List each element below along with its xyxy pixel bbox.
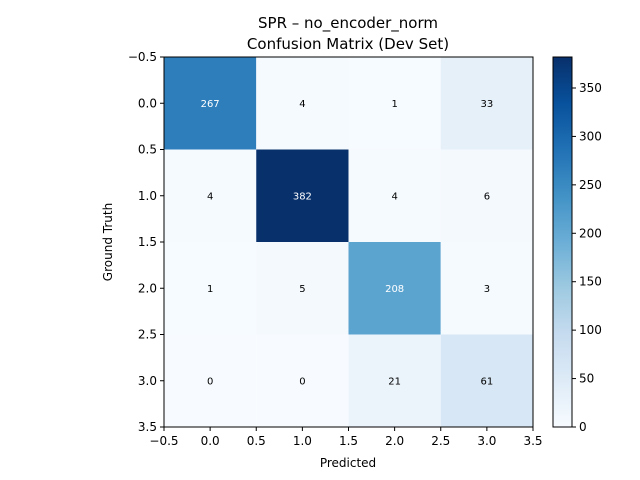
- x-tick-label: −0.5: [149, 434, 178, 448]
- colorbar-tick-label: 50: [579, 372, 594, 386]
- x-tick-label: 0.5: [247, 434, 266, 448]
- heatmap-cell: [256, 57, 349, 150]
- x-tick-label: 0.0: [201, 434, 220, 448]
- x-tick-label: 1.0: [293, 434, 312, 448]
- cell-value-label: 4: [391, 191, 397, 202]
- heatmap-cell: [164, 334, 257, 427]
- chart-title: SPR – no_encoder_norm: [258, 14, 438, 33]
- cell-value-label: 3: [484, 284, 490, 295]
- y-tick-label: 1.0: [138, 189, 157, 203]
- colorbar-tick-label: 100: [579, 323, 602, 337]
- heatmap-cell: [440, 334, 533, 427]
- colorbar-tick-label: 250: [579, 178, 602, 192]
- y-tick-label: 3.5: [138, 420, 157, 434]
- y-axis-ticks: −0.5 0.0 0.5 1.0 1.5 2.0 2.5 3.0 3.5: [128, 50, 164, 434]
- heatmap-cell: [256, 334, 349, 427]
- colorbar-ticks: 0 50 100 150 200 250 300 350: [572, 81, 602, 434]
- y-tick-label: −0.5: [128, 50, 157, 64]
- colorbar-tick-label: 300: [579, 129, 602, 143]
- cell-value-label: 0: [207, 376, 213, 387]
- heatmap-cell: [348, 149, 441, 242]
- x-axis-label: Predicted: [320, 456, 376, 470]
- heatmap-cell: [164, 149, 257, 242]
- heatmap-cell: [164, 242, 257, 335]
- heatmap-cell: [256, 149, 349, 242]
- chart-subtitle: Confusion Matrix (Dev Set): [247, 35, 449, 53]
- colorbar-tick-label: 0: [579, 420, 587, 434]
- x-tick-label: 1.5: [339, 434, 358, 448]
- x-tick-label: 2.5: [431, 434, 450, 448]
- cell-value-label: 61: [481, 376, 494, 387]
- colorbar-tick-label: 200: [579, 226, 602, 240]
- heatmap-cell: [256, 242, 349, 335]
- colorbar-tick-label: 350: [579, 81, 602, 95]
- heatmap-cell: [348, 334, 441, 427]
- cell-value-label: 0: [299, 376, 305, 387]
- x-tick-label: 2.0: [385, 434, 404, 448]
- cell-value-label: 5: [299, 284, 305, 295]
- cell-value-label: 6: [484, 191, 490, 202]
- y-tick-label: 1.5: [138, 235, 157, 249]
- y-tick-label: 3.0: [138, 374, 157, 388]
- cell-value-label: 1: [391, 99, 397, 110]
- colorbar: [552, 56, 573, 428]
- cell-value-label: 1: [207, 284, 213, 295]
- cell-value-label: 21: [388, 376, 401, 387]
- heatmap-cell-labels: 267 4 1 334 382 4 61 5 208 30 0 21 61: [201, 99, 494, 388]
- cell-value-label: 382: [293, 191, 312, 202]
- y-tick-label: 0.5: [138, 143, 157, 157]
- cell-value-label: 4: [207, 191, 213, 202]
- y-tick-label: 2.5: [138, 328, 157, 342]
- colorbar-tick-label: 150: [579, 275, 602, 289]
- heatmap-cell: [440, 242, 533, 335]
- heatmap-cell: [164, 57, 257, 150]
- cell-value-label: 267: [201, 99, 220, 110]
- heatmap-cell: [348, 242, 441, 335]
- x-axis-ticks: −0.5 0.0 0.5 1.0 1.5 2.0 2.5 3.0 3.5: [149, 427, 543, 448]
- y-tick-label: 2.0: [138, 281, 157, 295]
- x-tick-label: 3.5: [523, 434, 542, 448]
- heatmap-cells: [164, 57, 533, 427]
- heatmap-cell: [440, 149, 533, 242]
- y-axis-label: Ground Truth: [101, 203, 115, 281]
- x-tick-label: 3.0: [477, 434, 496, 448]
- cell-value-label: 4: [299, 99, 305, 110]
- heatmap-cell: [440, 57, 533, 150]
- y-tick-label: 0.0: [138, 96, 157, 110]
- cell-value-label: 208: [385, 284, 404, 295]
- heatmap-cell: [348, 57, 441, 150]
- cell-value-label: 33: [481, 99, 494, 110]
